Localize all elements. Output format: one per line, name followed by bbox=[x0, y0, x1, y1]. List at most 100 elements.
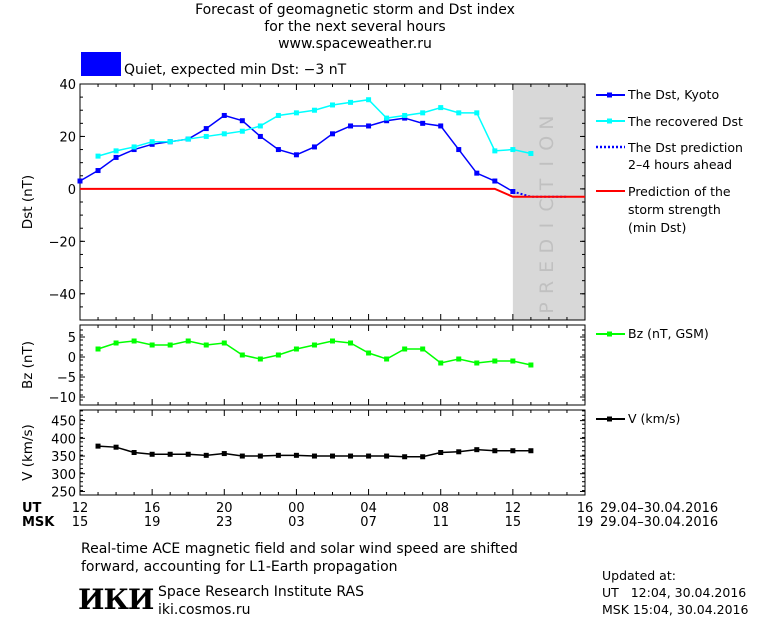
y-tick-label: 0 bbox=[68, 183, 76, 198]
msk-tick-label: 19 bbox=[144, 515, 161, 530]
data-point bbox=[257, 133, 263, 139]
data-point bbox=[420, 120, 426, 126]
prediction-letter: O bbox=[536, 136, 558, 151]
data-point bbox=[167, 139, 173, 145]
data-point bbox=[293, 346, 299, 352]
msk-date-range: 29.04–30.04.2016 bbox=[600, 515, 719, 530]
data-point bbox=[131, 147, 137, 153]
data-point bbox=[95, 346, 101, 352]
data-point bbox=[239, 453, 245, 459]
legend-swatch-marker bbox=[607, 331, 612, 337]
data-point bbox=[348, 340, 354, 346]
data-point bbox=[384, 115, 390, 121]
data-point bbox=[221, 451, 227, 457]
y-tick-label: 250 bbox=[51, 485, 76, 500]
legend-storm-label-1: Prediction of the bbox=[628, 184, 731, 199]
data-point bbox=[402, 454, 408, 460]
y-tick-label: −20 bbox=[49, 235, 76, 250]
data-point bbox=[330, 338, 335, 344]
msk-axis-label: MSK bbox=[22, 515, 55, 530]
data-point bbox=[348, 123, 354, 129]
data-point bbox=[149, 139, 155, 145]
data-point bbox=[257, 356, 263, 362]
data-point bbox=[95, 153, 101, 159]
msk-tick-label: 23 bbox=[216, 515, 233, 530]
y-tick-label: 400 bbox=[51, 432, 76, 447]
data-point bbox=[402, 112, 408, 118]
ut-tick-label: 16 bbox=[577, 501, 594, 516]
status-swatch bbox=[81, 52, 121, 76]
legend-dst-prediction-label-2: 2–4 hours ahead bbox=[628, 157, 733, 172]
data-point bbox=[131, 338, 137, 344]
data-point bbox=[492, 358, 498, 364]
data-point bbox=[311, 342, 317, 348]
data-point bbox=[257, 123, 263, 129]
ace-note-line-2: forward, accounting for L1-Earth propaga… bbox=[81, 559, 398, 575]
data-point bbox=[402, 115, 408, 121]
ut-tick-label: 08 bbox=[432, 501, 449, 516]
updated-ut: UT 12:04, 30.04.2016 bbox=[602, 585, 747, 600]
data-point bbox=[311, 144, 317, 150]
msk-tick-label: 15 bbox=[505, 515, 522, 530]
updated-label: Updated at: bbox=[602, 568, 676, 583]
legend-storm-label-2: storm strength bbox=[628, 202, 721, 217]
y-axis-title: Bz (nT) bbox=[20, 341, 36, 389]
data-point bbox=[492, 148, 498, 154]
data-point bbox=[474, 110, 480, 116]
data-point bbox=[221, 131, 227, 137]
data-point bbox=[203, 342, 209, 348]
ut-date-range: 29.04–30.04.2016 bbox=[600, 501, 719, 516]
msk-tick-label: 07 bbox=[360, 515, 377, 530]
data-point bbox=[311, 453, 317, 459]
data-point bbox=[510, 358, 516, 364]
data-point bbox=[420, 110, 426, 116]
prediction-letter: I bbox=[536, 223, 558, 229]
data-point bbox=[185, 451, 191, 457]
updated-msk: MSK 15:04, 30.04.2016 bbox=[602, 602, 749, 617]
panel-frame bbox=[79, 83, 586, 321]
data-point bbox=[293, 452, 299, 458]
legend-swatch-marker bbox=[607, 416, 612, 422]
panel-frame bbox=[79, 409, 586, 496]
data-point bbox=[456, 147, 462, 153]
data-point bbox=[293, 152, 299, 158]
data-point bbox=[402, 346, 408, 352]
data-point bbox=[366, 350, 372, 356]
y-tick-label: 20 bbox=[59, 130, 76, 145]
data-point bbox=[384, 453, 390, 459]
prediction-letter: N bbox=[536, 115, 558, 129]
ut-tick-label: 00 bbox=[288, 501, 305, 516]
legend-storm-label-3: (min Dst) bbox=[628, 220, 687, 235]
data-point bbox=[185, 338, 191, 344]
data-point bbox=[149, 141, 155, 147]
y-tick-label: 300 bbox=[51, 468, 76, 483]
data-point bbox=[239, 128, 245, 134]
data-point bbox=[113, 340, 119, 346]
data-point bbox=[528, 362, 534, 368]
data-point bbox=[131, 144, 137, 150]
msk-tick-label: 11 bbox=[432, 515, 449, 530]
legend-dst-kyoto-label: The Dst, Kyoto bbox=[628, 87, 720, 102]
data-point bbox=[95, 443, 101, 449]
ut-tick-label: 20 bbox=[216, 501, 233, 516]
y-tick-label: 450 bbox=[51, 415, 76, 430]
legend-swatch-marker bbox=[607, 92, 612, 98]
data-point bbox=[95, 168, 101, 174]
msk-tick-label: 03 bbox=[288, 515, 305, 530]
data-point bbox=[221, 340, 227, 346]
data-point bbox=[474, 170, 480, 176]
data-point bbox=[510, 147, 516, 153]
msk-tick-label: 19 bbox=[577, 515, 594, 530]
data-point bbox=[113, 154, 119, 160]
data-point bbox=[438, 123, 444, 129]
y-axis-title: Dst (nT) bbox=[20, 175, 36, 229]
data-point bbox=[456, 110, 462, 116]
y-axis-title: V (km/s) bbox=[20, 424, 36, 481]
ut-tick-label: 12 bbox=[72, 501, 89, 516]
data-point bbox=[185, 136, 191, 142]
institute-site: iki.cosmos.ru bbox=[158, 602, 251, 618]
prediction-letter: I bbox=[536, 161, 558, 167]
y-tick-label: −5 bbox=[57, 371, 76, 386]
prediction-letter: C bbox=[536, 198, 558, 211]
prediction-letter: T bbox=[536, 178, 558, 191]
